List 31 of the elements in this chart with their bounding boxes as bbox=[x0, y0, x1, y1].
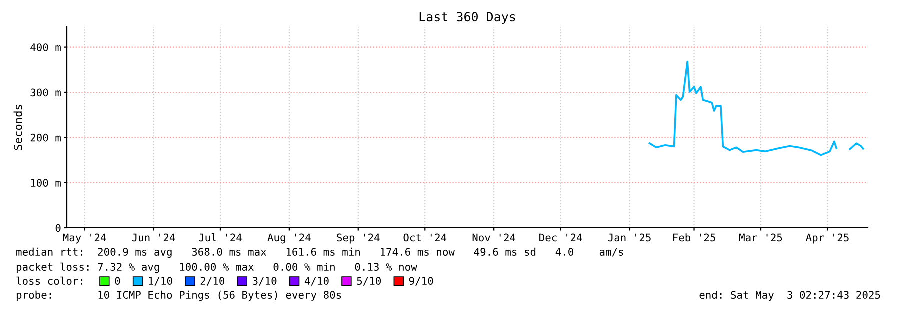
y-tick-label: 200 m bbox=[30, 134, 61, 142]
text: packet loss: 7.32 % avg 100.00 % max 0.00 % min 0.13 % now bbox=[16, 262, 418, 274]
x-tick-label: Jul '24 bbox=[199, 234, 242, 242]
x-tick-label: Nov '24 bbox=[472, 234, 516, 242]
x-tick-label: Oct '24 bbox=[404, 234, 447, 242]
legend-label: 5/10 bbox=[357, 277, 382, 286]
text: probe: 10 ICMP Echo Pings (56 Bytes) every 80s bbox=[16, 290, 342, 302]
x-tick-label: Jan '25 bbox=[608, 234, 651, 242]
x-tick-label: Aug '24 bbox=[268, 234, 311, 244]
legend-label: 0 bbox=[115, 277, 120, 286]
x-tick-label: Jun '24 bbox=[132, 234, 176, 242]
text: end: Sat May 3 02:27:43 2025 bbox=[700, 290, 880, 302]
x-tick-label: Apr '25 bbox=[806, 234, 849, 244]
text: loss color: bbox=[16, 276, 82, 286]
y-tick-label: 300 m bbox=[30, 88, 61, 97]
y-tick-label: 0 bbox=[56, 224, 61, 232]
legend-label: 1/10 bbox=[149, 277, 172, 286]
x-tick-label: Mar '25 bbox=[739, 234, 782, 242]
chart-title: Last 360 Days bbox=[420, 12, 516, 24]
x-tick-label: Dec '24 bbox=[540, 234, 582, 242]
legend-label: 9/10 bbox=[409, 277, 434, 286]
x-tick-label: May '24 bbox=[63, 234, 106, 244]
x-tick-label: Sep '24 bbox=[337, 234, 380, 244]
legend-label: 2/10 bbox=[200, 277, 225, 286]
x-tick-label: Feb '25 bbox=[674, 234, 716, 242]
legend-label: 3/10 bbox=[252, 277, 277, 286]
legend-label: 4/10 bbox=[304, 277, 329, 286]
y-axis-title: Seconds bbox=[14, 105, 22, 150]
y-tick-label: 100 m bbox=[31, 179, 61, 187]
y-tick-label: 400 m bbox=[30, 44, 61, 52]
text: median rtt: 200.9 ms avg 368.0 ms max 161.6 ms min 174.6 ms now 49.6 ms sd 4.0 am/s bbox=[16, 248, 624, 258]
